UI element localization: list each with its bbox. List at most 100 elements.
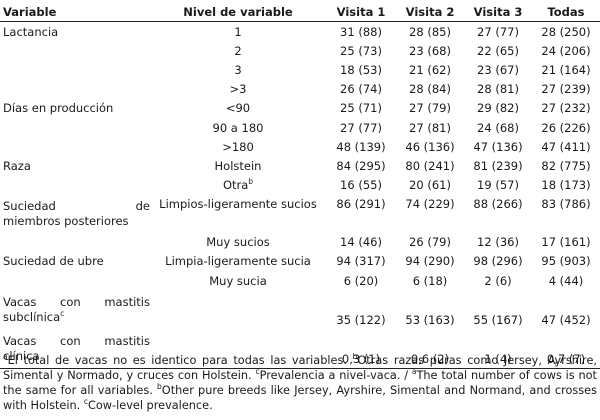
cell-visit-1: 25 (71) <box>340 101 382 116</box>
cell-visit-1: 6 (20) <box>343 273 379 288</box>
row-variable <box>0 271 150 290</box>
variable-line-1: Vacas con mastitis <box>3 333 150 348</box>
cell-visit-2: 20 (61) <box>409 178 451 193</box>
row-level: Holstein <box>214 158 262 173</box>
table-row: 2 25 (73) 23 (68) 22 (65) 24 (206) <box>0 41 600 60</box>
cell-visit-3: 27 (77) <box>477 24 519 39</box>
cell-visit-1: 84 (295) <box>336 158 386 173</box>
footnote-marker: a <box>3 352 8 362</box>
header-variable: Variable <box>3 4 57 19</box>
footnote-marker: a <box>411 367 417 377</box>
cell-visit-2: 46 (136) <box>405 139 455 154</box>
cell-total: 47 (452) <box>541 313 591 328</box>
footnote-c-en: Cow-level prevalence. <box>87 399 213 412</box>
table-row: Días en producción <90 25 (71) 27 (79) 2… <box>0 99 600 118</box>
variable-line-2: clínica <box>3 348 40 363</box>
row-level: 90 a 180 <box>212 120 264 135</box>
cell-visit-2: 6 (18) <box>412 273 448 288</box>
cell-total: 27 (232) <box>541 101 591 116</box>
row-level: <90 <box>225 101 251 116</box>
row-level <box>150 290 326 329</box>
variable-line-2: miembros posteriores <box>3 213 129 228</box>
footnote-marker: c <box>83 397 88 407</box>
cell-visit-1: 48 (139) <box>336 139 386 154</box>
row-level: Limpios-ligeramente sucios <box>159 196 317 211</box>
table-row: Vacas con mastitis subclínicac 35 (122) 5… <box>0 290 600 329</box>
cell-visit-3: 1 (4) <box>484 352 512 367</box>
cell-total: 4 (44) <box>548 273 584 288</box>
header-visit-3: Visita 3 <box>473 4 523 19</box>
cell-total: 24 (206) <box>541 43 591 58</box>
cell-visit-3: 24 (68) <box>477 120 519 135</box>
table-row: Suciedad de ubre Limpia-ligeramente suci… <box>0 252 600 271</box>
row-variable: Vacas con mastitis clínica <box>0 329 150 369</box>
footnote-marker: c <box>255 367 260 377</box>
cell-visit-2: 53 (163) <box>405 313 455 328</box>
cell-visit-2: 27 (79) <box>409 101 451 116</box>
row-variable <box>0 80 150 99</box>
table-row: Muy sucia 6 (20) 6 (18) 2 (6) 4 (44) <box>0 271 600 290</box>
data-table: Variable Nivel de variable Visita 1 Visi… <box>0 2 600 369</box>
cell-visit-1: 35 (122) <box>336 313 386 328</box>
cell-visit-2: 80 (241) <box>405 158 455 173</box>
cell-total: 21 (164) <box>541 62 591 77</box>
cell-visit-3: 55 (167) <box>473 313 523 328</box>
cell-visit-3: 81 (239) <box>473 158 523 173</box>
cell-visit-3: 12 (36) <box>477 235 519 250</box>
cell-total: 18 (173) <box>541 178 591 193</box>
cell-visit-1: 0,3 (1) <box>341 352 381 367</box>
row-variable: Suciedad de miembros posteriores <box>0 195 150 233</box>
cell-visit-1: 86 (291) <box>336 196 386 211</box>
row-variable <box>0 118 150 137</box>
header-visit-2: Visita 2 <box>405 4 455 19</box>
cell-total: 28 (250) <box>541 24 591 39</box>
cell-visit-2: 28 (85) <box>409 24 451 39</box>
cell-visit-3: 2 (6) <box>484 273 512 288</box>
table-row: Raza Holstein 84 (295) 80 (241) 81 (239)… <box>0 156 600 175</box>
footnote-c: Prevalencia a nivel-vaca. / <box>259 369 412 382</box>
row-level: Limpia-ligeramente sucia <box>165 254 311 269</box>
row-level: 3 <box>234 62 242 77</box>
cell-visit-3: 98 (296) <box>473 254 523 269</box>
row-variable: Días en producción <box>3 101 114 116</box>
header-visit-1: Visita 1 <box>336 4 386 19</box>
cell-total: 83 (786) <box>541 196 591 211</box>
cell-visit-2: 0,6 (2) <box>410 352 450 367</box>
cell-visit-3: 22 (65) <box>477 43 519 58</box>
row-variable <box>0 41 150 60</box>
table-row: Lactancia 1 31 (88) 28 (85) 27 (77) 28 (… <box>0 22 600 42</box>
cell-visit-1: 14 (46) <box>340 235 382 250</box>
row-variable: Vacas con mastitis subclínicac <box>0 290 150 329</box>
footnote-marker: b <box>157 382 162 392</box>
cell-visit-2: 28 (84) <box>409 82 451 97</box>
header-row: Variable Nivel de variable Visita 1 Visi… <box>0 2 600 22</box>
variable-line-2: subclínicac <box>3 310 150 325</box>
cell-total: 82 (775) <box>541 158 591 173</box>
footnote-marker-c: c <box>60 308 65 318</box>
cell-total: 27 (239) <box>541 82 591 97</box>
cell-visit-1: 26 (74) <box>340 82 382 97</box>
cell-total: 17 (161) <box>541 235 591 250</box>
table-row: Muy sucios 14 (46) 26 (79) 12 (36) 17 (1… <box>0 233 600 252</box>
cell-visit-1: 94 (317) <box>336 254 386 269</box>
footnote-b: Otras razas puras como Jersey, Ayrshire,… <box>3 354 597 382</box>
row-variable <box>0 176 150 195</box>
cell-visit-1: 27 (77) <box>340 120 382 135</box>
cell-visit-3: 47 (136) <box>473 139 523 154</box>
row-level: Muy sucios <box>206 235 270 250</box>
row-level: >180 <box>222 139 254 154</box>
table-footnotes: aEl total de vacas no es identico para t… <box>3 353 597 413</box>
cell-visit-3: 19 (57) <box>477 178 519 193</box>
cell-visit-1: 25 (73) <box>340 43 382 58</box>
footnote-marker: b <box>352 352 358 362</box>
level-text: Otra <box>222 178 249 193</box>
cell-total: 26 (226) <box>541 120 591 135</box>
header-level: Nivel de variable <box>183 4 293 19</box>
footnote-a: El total de vacas no es identico para to… <box>7 354 353 367</box>
variable-line-1: Vacas con mastitis <box>3 294 150 309</box>
table-row: Vacas con mastitis clínica 0,3 (1) 0,6 (2… <box>0 329 600 369</box>
cell-total: 47 (411) <box>541 139 591 154</box>
cell-visit-2: 23 (68) <box>409 43 451 58</box>
row-variable <box>0 60 150 79</box>
